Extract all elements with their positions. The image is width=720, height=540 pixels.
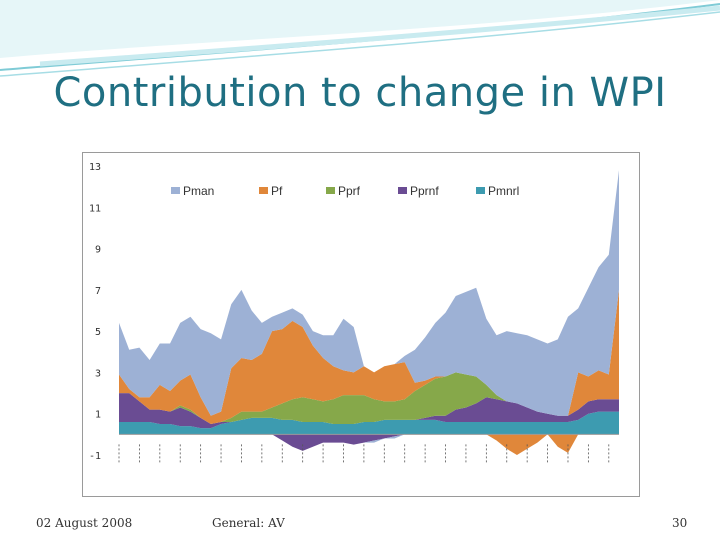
y-tick-label: 5 bbox=[95, 327, 101, 338]
footer-center-text: General: AV bbox=[212, 516, 285, 530]
legend-label-pf: Pf bbox=[271, 184, 283, 198]
area-pprnf-positive bbox=[119, 393, 619, 429]
x-axis bbox=[118, 433, 619, 465]
area-pf-positive bbox=[119, 289, 619, 425]
y-tick-label: 9 bbox=[95, 245, 101, 256]
slide-title: Contribution to change in WPI bbox=[53, 70, 667, 116]
legend-label-pman: Pman bbox=[183, 184, 214, 198]
header-swoosh-decoration bbox=[0, 0, 720, 77]
area-pman-positive bbox=[119, 170, 619, 416]
page-number: 30 bbox=[672, 516, 688, 530]
y-tick-label: -1 bbox=[89, 451, 101, 462]
legend-swatch-pman bbox=[171, 187, 180, 194]
legend-swatch-pmnrl bbox=[476, 187, 485, 194]
y-tick-label: 1 bbox=[95, 410, 101, 421]
y-tick-label: 3 bbox=[95, 368, 101, 379]
y-tick-label: 7 bbox=[95, 286, 101, 297]
y-tick-label: 13 bbox=[89, 162, 101, 173]
area-pmnrl-positive bbox=[119, 411, 619, 435]
footer-date: 02 August 2008 bbox=[36, 516, 133, 530]
stacked-areas bbox=[119, 170, 619, 455]
area-pf-negative bbox=[119, 434, 619, 455]
area-pprf-positive bbox=[119, 372, 619, 425]
legend-label-pprnf: Pprnf bbox=[410, 184, 439, 198]
area-pprnf-negative bbox=[119, 434, 619, 451]
legend-label-pmnrl: Pmnrl bbox=[488, 184, 519, 198]
legend-swatch-pprf bbox=[326, 187, 335, 194]
legend-label-pprf: Pprf bbox=[338, 184, 361, 198]
legend-swatch-pf bbox=[259, 187, 268, 194]
chart-legend: Pman Pf Pprf Pprnf Pmnrl bbox=[171, 184, 519, 198]
legend-swatch-pprnf bbox=[398, 187, 407, 194]
y-tick-label: 11 bbox=[89, 203, 101, 214]
chart-frame: -1 1 3 5 7 9 11 13 Pman Pf Pprf Pprnf Pmnrl bbox=[82, 152, 640, 497]
